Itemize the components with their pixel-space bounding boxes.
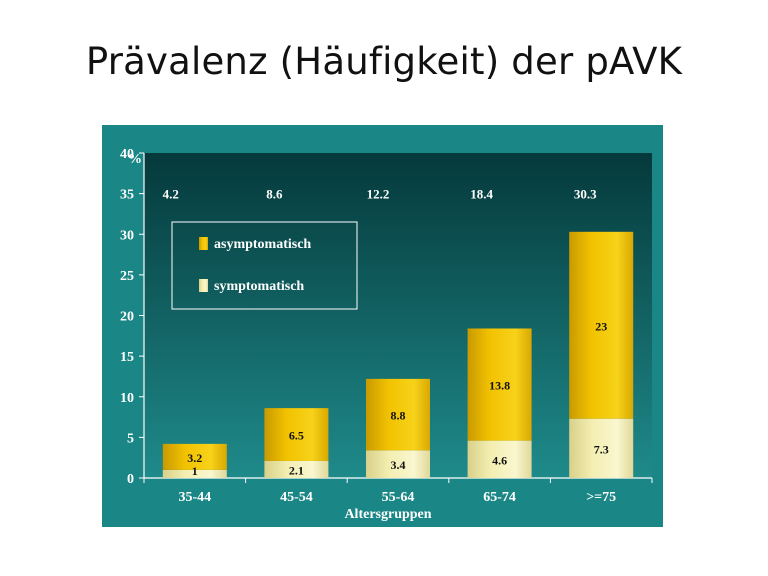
bar-asymptomatic-1 — [264, 408, 329, 461]
y-axis-label: % — [128, 152, 142, 167]
y-tick-label-0: 0 — [127, 472, 134, 487]
total-label-4: 30.3 — [574, 187, 597, 202]
total-label-2: 12.2 — [367, 187, 390, 202]
bar-symptomatic-1 — [264, 460, 329, 478]
y-tick-label-1: 5 — [127, 431, 134, 446]
label-symptomatic-4: 7.3 — [594, 442, 609, 456]
y-tick-label-6: 30 — [120, 228, 134, 243]
total-label-3: 18.4 — [470, 187, 493, 202]
legend-entry-0: asymptomatisch — [214, 237, 311, 252]
bar-asymptomatic-3 — [467, 328, 532, 441]
label-asymptomatic-1: 6.5 — [289, 429, 304, 443]
label-symptomatic-0: 1 — [192, 464, 198, 478]
y-tick-label-7: 35 — [120, 188, 134, 203]
x-tick-label-0: 35-44 — [178, 490, 211, 505]
label-asymptomatic-4: 23 — [595, 319, 607, 333]
slide-title: Prävalenz (Häufigkeit) der pAVK — [85, 40, 683, 83]
legend-entry-1: symptomatisch — [214, 279, 304, 294]
legend-box — [171, 221, 358, 310]
label-symptomatic-1: 2.1 — [289, 463, 304, 477]
x-tick-label-1: 45-54 — [280, 490, 313, 505]
x-tick-label-2: 55-64 — [382, 490, 415, 505]
y-tick-label-4: 20 — [120, 310, 134, 325]
bar-symptomatic-3 — [467, 440, 532, 478]
bar-symptomatic-2 — [366, 450, 430, 478]
label-symptomatic-3: 4.6 — [492, 453, 507, 467]
label-asymptomatic-0: 3.2 — [187, 451, 202, 465]
y-tick-label-2: 10 — [120, 391, 134, 406]
label-symptomatic-2: 3.4 — [391, 458, 406, 472]
bar-asymptomatic-4 — [569, 231, 634, 419]
bar-symptomatic-4 — [569, 418, 634, 478]
x-tick-label-4: >=75 — [586, 490, 616, 505]
legend-swatch-1 — [199, 279, 208, 292]
x-tick-label-3: 65-74 — [483, 490, 516, 505]
legend-swatch-0 — [199, 237, 208, 250]
y-tick-label-5: 25 — [120, 269, 134, 284]
total-label-0: 4.2 — [163, 187, 179, 202]
label-asymptomatic-2: 8.8 — [391, 409, 406, 423]
bar-symptomatic-0 — [162, 469, 227, 478]
bar-asymptomatic-2 — [366, 378, 430, 451]
label-asymptomatic-3: 13.8 — [489, 379, 510, 393]
y-tick-label-8: 40 — [120, 147, 134, 162]
total-label-1: 8.6 — [266, 187, 283, 202]
stacked-bar-chart: 0 5 10 15 20 25 30 35 40% 13.2 4.2 35-44 2.1 6.5 8.6 45… — [120, 147, 653, 522]
bar-asymptomatic-0 — [162, 443, 227, 470]
y-tick-label-3: 15 — [120, 350, 134, 365]
x-axis-label: Altersgruppen — [344, 507, 431, 522]
